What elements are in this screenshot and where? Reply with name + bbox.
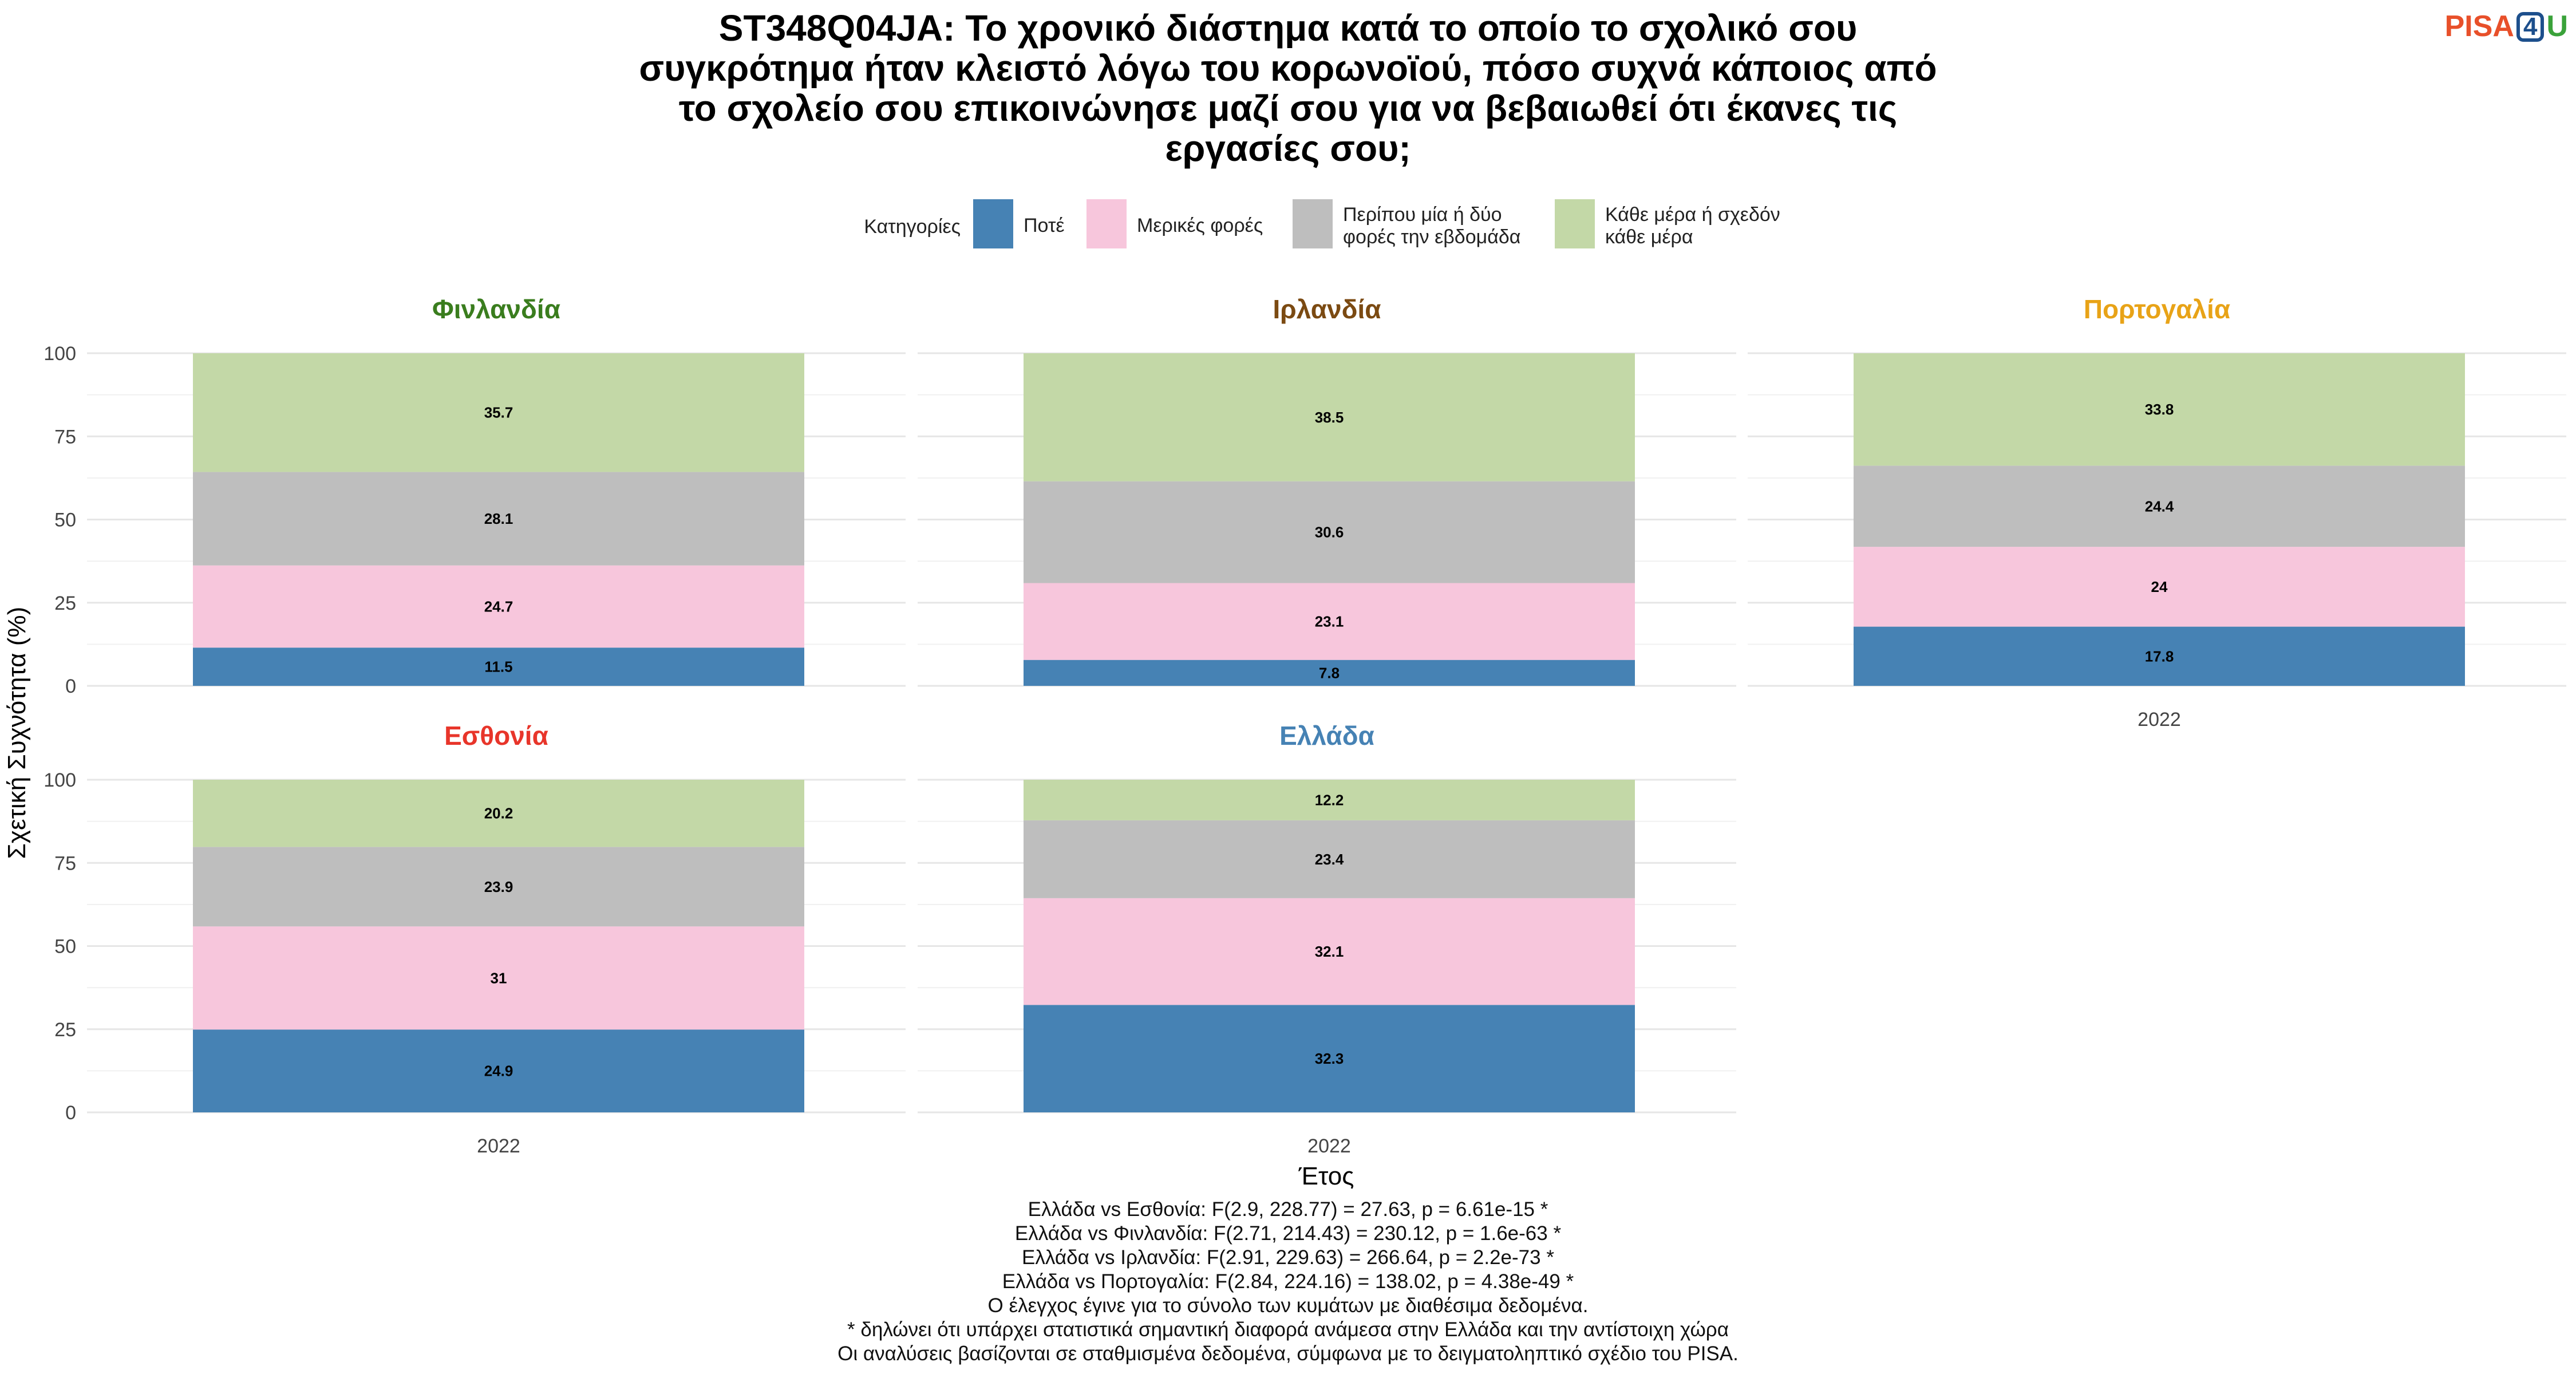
data-label: 23.4 [1315,851,1344,868]
footer-line: * δηλώνει ότι υπάρχει στατιστικά σημαντι… [847,1318,1729,1341]
x-axis-title: Έτος [1298,1162,1354,1190]
facet-title: Πορτογαλία [2084,294,2230,324]
chart-title: ST348Q04JA: Το χρονικό διάστημα κατά το … [0,8,2576,168]
facet-title: Ιρλανδία [1273,294,1381,324]
legend-label: Περίπου μία ή δύο [1343,204,1502,226]
y-tick-label: 0 [65,676,76,697]
legend-swatch [1555,199,1595,248]
data-label: 30.6 [1315,524,1344,541]
legend-label: Μερικές φορές [1137,215,1263,236]
y-tick-label: 25 [54,593,76,614]
bar-segment [193,847,804,927]
facet-panel: Φινλανδία 11.5 24.7 28.1 35.7 0 25 50 75 100 [44,294,906,697]
y-tick-label: 75 [54,852,76,874]
data-label: 24 [2151,578,2168,595]
data-label: 11.5 [484,658,512,676]
data-label: 23.1 [1315,613,1344,630]
facet-title: Ελλάδα [1279,721,1374,751]
y-tick-label: 100 [44,769,76,791]
facet-panel: Ελλάδα 32.3 32.1 23.4 12.2 2022 [918,721,1736,1157]
legend-swatch [1293,199,1333,248]
title-line: ST348Q04JA: Το χρονικό διάστημα κατά το … [718,7,1858,49]
x-tick-label: 2022 [2138,709,2181,731]
y-tick-label: 25 [54,1019,76,1041]
logo-text-u: U [2546,10,2568,43]
faceted-stacked-bar-chart: Κατηγορίες Ποτέ Μερικές φορές Περίπου μία ή… [3,199,2566,1190]
bar-segment [1854,465,2465,547]
data-label: 7.8 [1319,664,1340,681]
y-tick-label: 50 [54,510,76,531]
facet-panel: Εσθονία 24.9 31 23.9 20.2 0 25 50 75 100 2022 [44,721,906,1157]
y-axis-title: Σχετική Συχνότητα (%) [3,607,31,859]
bar-segment [1024,481,1635,583]
bar-segment [193,472,804,566]
data-label: 35.7 [484,404,513,421]
data-label: 33.8 [2145,401,2174,418]
bar-segment [193,353,804,472]
y-tick-label: 0 [65,1102,76,1124]
legend-label: κάθε μέρα [1605,226,1693,248]
legend-swatch [1086,199,1127,248]
data-label: 24.4 [2145,498,2174,515]
chart-footer-notes: Ελλάδα vs Εσθονία: F(2.9, 228.77) = 27.6… [0,1198,2576,1366]
footer-line: Ελλάδα vs Ιρλανδία: F(2.91, 229.63) = 26… [1022,1246,1554,1269]
bar-segment [193,926,804,1030]
data-label: 20.2 [484,805,513,822]
facet-title: Φινλανδία [432,294,560,324]
logo-text-pisa: PISA [2444,10,2514,43]
bar-segment [1854,547,2465,627]
legend-label: φορές την εβδομάδα [1343,226,1520,248]
title-line: εργασίες σου; [1165,128,1411,169]
data-label: 38.5 [1315,409,1344,426]
facet-panel: Πορτογαλία 17.8 24 24.4 33.8 2022 [1748,294,2566,731]
data-label: 24.7 [484,598,513,615]
legend-item: Μερικές φορές [1086,199,1263,248]
legend: Κατηγορίες Ποτέ Μερικές φορές Περίπου μία ή… [864,199,1780,248]
data-label: 17.8 [2145,647,2174,665]
bar-segment [193,647,804,686]
logo-text-4: 4 [2516,12,2545,42]
legend-item: Ποτέ [973,199,1065,248]
y-tick-label: 75 [54,426,76,448]
bar-segment [1854,626,2465,686]
data-label: 12.2 [1315,791,1344,808]
pisa4u-logo: PISA 4 U [2445,9,2568,44]
y-tick-label: 50 [54,936,76,958]
bar-segment [1024,898,1635,1005]
data-label: 23.9 [484,878,513,895]
footer-line: Ελλάδα vs Φινλανδία: F(2.71, 214.43) = 2… [1014,1222,1562,1245]
bar-segment [1854,353,2465,466]
facet-title: Εσθονία [444,721,548,751]
legend-label: Κάθε μέρα ή σχεδόν [1605,204,1780,226]
bar-segment [1024,353,1635,481]
data-label: 24.9 [484,1063,513,1080]
bar-segment [1024,820,1635,898]
x-tick-label: 2022 [1307,1135,1351,1157]
data-label: 28.1 [484,510,513,527]
title-line: το σχολείο σου επικοινώνησε μαζί σου για… [678,88,1898,129]
title-line: συγκρότημα ήταν κλειστό λόγω του κορωνοϊ… [639,48,1937,89]
footer-line: Ελλάδα vs Εσθονία: F(2.9, 228.77) = 27.6… [1028,1198,1548,1221]
legend-swatch [973,199,1013,248]
footer-line: Οι αναλύσεις βασίζονται σε σταθμισμένα δ… [837,1343,1739,1365]
x-tick-label: 2022 [477,1135,520,1157]
y-tick-label: 100 [44,343,76,365]
bar-segment [193,780,804,847]
bar-segment [1024,583,1635,660]
legend-label: Ποτέ [1024,215,1065,236]
data-label: 32.3 [1315,1050,1344,1067]
legend-title: Κατηγορίες [864,216,961,238]
facet-panel: Ιρλανδία 7.8 23.1 30.6 38.5 [918,294,1736,687]
footer-line: Ο έλεγχος έγινε για το σύνολο των κυμάτω… [987,1294,1589,1317]
bar-segment [1024,1005,1635,1112]
footer-line: Ελλάδα vs Πορτογαλία: F(2.84, 224.16) = … [1002,1270,1574,1293]
bar-segment [1024,660,1635,686]
bar-segment [193,565,804,648]
bar-segment [193,1029,804,1112]
data-label: 31 [491,969,507,986]
bar-segment [1024,780,1635,820]
data-label: 32.1 [1315,943,1344,960]
